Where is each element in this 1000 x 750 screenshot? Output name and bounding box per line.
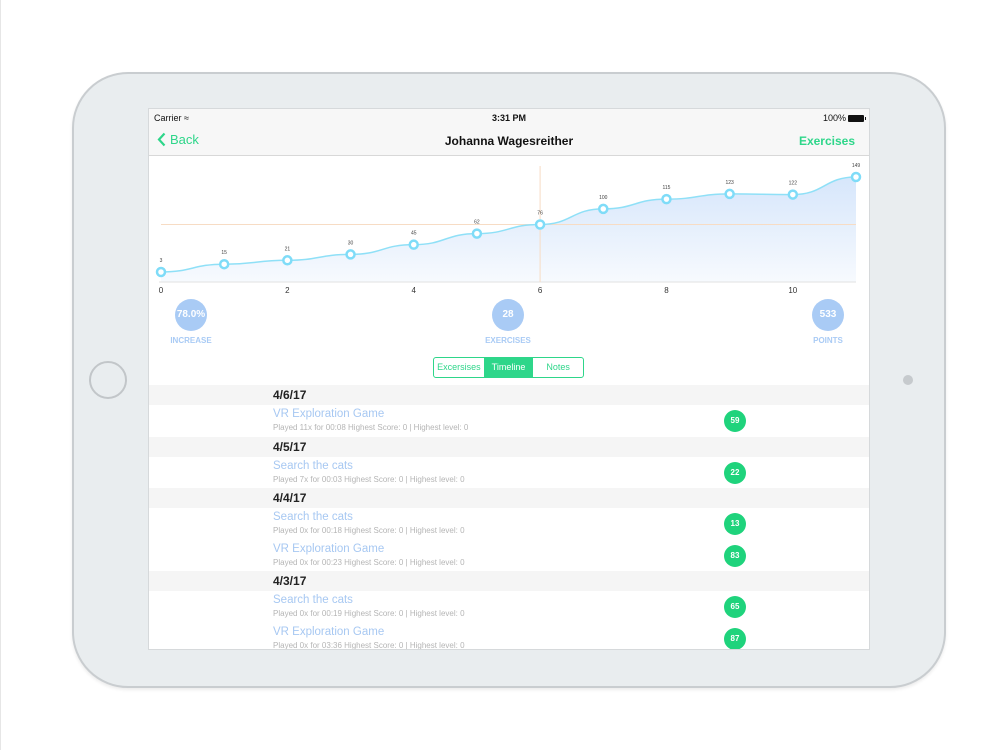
list-item[interactable]: Search the cats Played 7x for 00:03 High… <box>149 457 869 489</box>
data-label: 149 <box>852 163 861 169</box>
segmented-control: Excersises Timeline Notes <box>433 357 584 378</box>
data-label: 76 <box>537 211 543 217</box>
exercise-name: VR Exploration Game <box>273 625 385 638</box>
x-tick-label: 6 <box>538 286 543 295</box>
back-button[interactable]: Back <box>157 132 199 147</box>
back-label: Back <box>170 132 199 147</box>
wifi-icon: ≈ <box>184 113 189 123</box>
data-label: 21 <box>285 246 291 252</box>
carrier-label: Carrier ≈ <box>154 113 189 123</box>
exercise-detail: Played 0x for 00:23 Highest Score: 0 | H… <box>273 557 465 567</box>
data-point <box>408 239 419 250</box>
exercise-name: Search the cats <box>273 594 353 606</box>
data-point <box>534 219 546 230</box>
data-label: 62 <box>474 220 480 226</box>
data-point <box>661 193 672 205</box>
chevron-left-icon <box>157 132 166 147</box>
score-badge: 59 <box>724 410 746 432</box>
list-item[interactable]: VR Exploration Game Played 11x for 00:08… <box>149 405 869 437</box>
stat-value: 533 <box>812 299 844 331</box>
app-screen: Carrier ≈ 3:31 PM 100% Back Johanna Wage… <box>148 108 870 650</box>
section-header-date: 4/4/17 <box>149 488 869 508</box>
stat-points: 533 POINTS <box>793 299 863 345</box>
data-point <box>218 258 230 270</box>
battery-icon <box>848 114 866 122</box>
x-tick-label: 10 <box>788 286 797 295</box>
x-tick-label: 8 <box>664 286 669 295</box>
list-item[interactable]: VR Exploration Game Played 0x for 03:36 … <box>149 623 869 650</box>
battery-percent: 100% <box>822 113 846 123</box>
data-point <box>787 189 799 200</box>
exercise-detail: Played 0x for 00:19 Highest Score: 0 | H… <box>273 609 465 618</box>
carrier-text: Carrier <box>154 113 182 123</box>
score-badge: 65 <box>724 596 746 618</box>
section-header-date: 4/3/17 <box>149 571 869 591</box>
data-point <box>282 255 293 266</box>
navigation-bar: Back Johanna Wagesreither Exercises <box>149 126 869 156</box>
data-label: 3 <box>160 258 163 264</box>
stat-increase: 78.0% INCREASE <box>156 299 226 345</box>
list-item[interactable]: Search the cats Played 0x for 00:19 High… <box>149 591 869 623</box>
exercise-detail: Played 0x for 03:36 Highest Score: 0 | H… <box>273 640 465 650</box>
score-badge: 83 <box>724 544 746 567</box>
exercise-name: Search the cats <box>273 511 353 523</box>
data-label: 15 <box>221 250 227 256</box>
data-label: 123 <box>725 180 734 186</box>
home-button[interactable] <box>89 361 127 399</box>
data-label: 100 <box>599 195 608 201</box>
tab-notes[interactable]: Notes <box>546 362 570 372</box>
data-point <box>155 266 167 278</box>
tab-timeline[interactable]: Timeline <box>483 358 534 377</box>
x-tick-label: 4 <box>412 286 417 295</box>
tab-exercises[interactable]: Excersises <box>437 362 481 372</box>
stat-label: POINTS <box>813 336 843 345</box>
stat-exercises: 28 EXERCISES <box>473 299 543 345</box>
exercise-detail: Played 11x for 00:08 Highest Score: 0 | … <box>273 423 469 432</box>
data-label: 122 <box>789 181 798 187</box>
data-point <box>724 188 735 200</box>
status-bar: Carrier ≈ 3:31 PM 100% <box>149 109 869 126</box>
section-header-date: 4/6/17 <box>149 385 869 405</box>
data-point <box>345 249 356 260</box>
section-header-date: 4/5/17 <box>149 436 869 457</box>
stat-value: 28 <box>492 299 524 331</box>
x-tick-label: 2 <box>285 286 290 295</box>
status-time: 3:31 PM <box>491 113 526 123</box>
score-badge: 87 <box>724 627 746 649</box>
exercise-name: VR Exploration Game <box>273 408 385 420</box>
progress-chart: 3 15 21 30 45 62 76 100 115 123 122 149 0 2 4 6 8 10 <box>155 163 862 295</box>
exercises-button[interactable]: Exercises <box>798 134 855 148</box>
stat-label: INCREASE <box>170 336 212 345</box>
data-point <box>850 171 862 183</box>
data-point <box>471 228 483 239</box>
data-label: 45 <box>411 231 417 237</box>
stat-label: EXERCISES <box>485 336 531 345</box>
list-item[interactable]: VR Exploration Game Played 0x for 00:23 … <box>149 540 869 572</box>
score-badge: 22 <box>724 461 746 484</box>
data-point <box>598 203 609 215</box>
timeline-list[interactable]: 4/6/17 VR Exploration Game Played 11x for… <box>149 385 869 650</box>
stat-value: 78.0% <box>175 299 207 331</box>
data-label: 115 <box>662 185 670 191</box>
exercise-detail: Played 0x for 00:18 Highest Score: 0 | H… <box>273 526 465 535</box>
data-label: 30 <box>348 240 354 246</box>
score-badge: 13 <box>724 513 746 535</box>
battery-status: 100% <box>822 113 866 123</box>
list-item[interactable]: Search the cats Played 0x for 00:18 High… <box>149 508 869 540</box>
exercise-detail: Played 7x for 00:03 Highest Score: 0 | H… <box>273 474 465 484</box>
x-tick-label: 0 <box>159 286 164 295</box>
exercise-name: Search the cats <box>273 459 353 472</box>
camera-icon <box>903 375 913 385</box>
page-title: Johanna Wagesreither <box>444 134 574 148</box>
exercise-name: VR Exploration Game <box>273 542 385 555</box>
